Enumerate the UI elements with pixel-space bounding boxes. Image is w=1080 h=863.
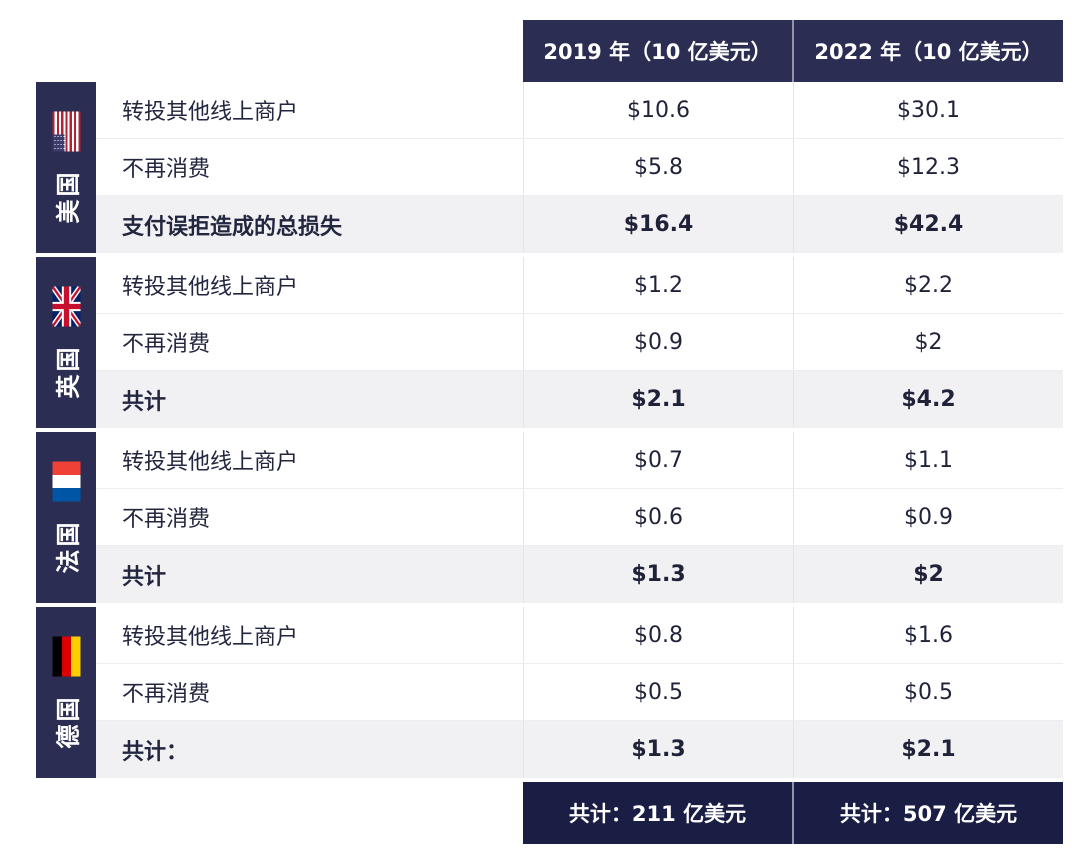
value-2019: $0.8 <box>523 607 793 663</box>
value-2022: $0.5 <box>793 664 1063 720</box>
row-label: 不再消费 <box>122 332 211 357</box>
section-rows: 转投其他线上商户 $0.7 $1.1 不再消费 $0.6 $0.9 共计 $1.… <box>96 432 1063 603</box>
section-germany: 德国 转投其他线上商户 $0.8 $1.6 不再消费 $0.5 $0.5 共计：… <box>36 607 1063 778</box>
row-label: 支付误拒造成的总损失 <box>122 214 343 240</box>
country-sidebar-content: 法国 <box>49 461 84 574</box>
country-sidebar-content: 英国 <box>49 286 84 399</box>
value-2022: $4.2 <box>793 371 1063 428</box>
row-label: 共计： <box>122 739 189 765</box>
value-2022: $2 <box>793 314 1063 370</box>
table-row: 转投其他线上商户 $0.7 $1.1 <box>96 432 1063 489</box>
value-2022: $1.6 <box>793 607 1063 663</box>
country-sidebar-us: 美国 <box>36 82 96 253</box>
us-flag-icon <box>52 111 80 152</box>
row-label: 不再消费 <box>122 507 211 532</box>
row-label: 不再消费 <box>122 157 211 182</box>
value-2022: $0.9 <box>793 489 1063 545</box>
table-row: 不再消费 $0.5 $0.5 <box>96 664 1063 721</box>
value-2019: $0.7 <box>523 432 793 488</box>
germany-flag-icon <box>52 636 80 677</box>
country-name-germany: 德国 <box>54 694 83 749</box>
value-2019: $1.3 <box>523 721 793 778</box>
table-header: 2019 年（10 亿美元） 2022 年（10 亿美元） <box>523 20 1063 82</box>
value-2022: $30.1 <box>793 82 1063 138</box>
table-row-total: 共计： $1.3 $2.1 <box>96 721 1063 778</box>
value-2022: $12.3 <box>793 139 1063 195</box>
header-divider <box>792 20 794 82</box>
value-2022: $42.4 <box>793 196 1063 253</box>
row-label: 转投其他线上商户 <box>122 275 299 300</box>
country-name-uk: 英国 <box>54 344 83 399</box>
table-row: 不再消费 $0.6 $0.9 <box>96 489 1063 546</box>
country-name-france: 法国 <box>54 519 83 574</box>
row-label: 共计 <box>122 564 167 590</box>
row-label: 转投其他线上商户 <box>122 625 299 650</box>
table-row: 不再消费 $5.8 $12.3 <box>96 139 1063 196</box>
value-2022: $1.1 <box>793 432 1063 488</box>
value-2019: $0.6 <box>523 489 793 545</box>
row-label: 转投其他线上商户 <box>122 450 299 475</box>
us-flag-canton <box>52 134 64 152</box>
table-footer: 共计：211 亿美元 共计：507 亿美元 <box>523 782 1063 844</box>
value-2022: $2.2 <box>793 257 1063 313</box>
value-2022: $2.1 <box>793 721 1063 778</box>
section-france: 法国 转投其他线上商户 $0.7 $1.1 不再消费 $0.6 $0.9 共计 … <box>36 432 1063 603</box>
grand-total-2019: 共计：211 亿美元 <box>568 802 747 826</box>
country-sidebar-content: 德国 <box>49 636 84 749</box>
value-2019: $16.4 <box>523 196 793 253</box>
row-label: 不再消费 <box>122 682 211 707</box>
table-row: 转投其他线上商户 $1.2 $2.2 <box>96 257 1063 314</box>
header-col-2019: 2019 年（10 亿美元） <box>543 40 772 64</box>
section-us: 美国 转投其他线上商户 $10.6 $30.1 不再消费 $5.8 $12.3 … <box>36 82 1063 253</box>
country-sidebar-uk: 英国 <box>36 257 96 428</box>
losses-table: 2019 年（10 亿美元） 2022 年（10 亿美元） 美国 转投其他线上商… <box>36 20 1063 844</box>
section-rows: 转投其他线上商户 $0.8 $1.6 不再消费 $0.5 $0.5 共计： $1… <box>96 607 1063 778</box>
value-2019: $0.5 <box>523 664 793 720</box>
section-rows: 转投其他线上商户 $1.2 $2.2 不再消费 $0.9 $2 共计 $2.1 … <box>96 257 1063 428</box>
table-row: 不再消费 $0.9 $2 <box>96 314 1063 371</box>
table-row-total: 支付误拒造成的总损失 $16.4 $42.4 <box>96 196 1063 253</box>
france-flag-icon <box>52 461 80 502</box>
value-2019: $1.2 <box>523 257 793 313</box>
value-2019: $0.9 <box>523 314 793 370</box>
table-row: 转投其他线上商户 $0.8 $1.6 <box>96 607 1063 664</box>
country-sidebar-germany: 德国 <box>36 607 96 778</box>
country-name-us: 美国 <box>54 169 83 224</box>
value-2022: $2 <box>793 546 1063 603</box>
row-label: 共计 <box>122 389 167 415</box>
table-row-total: 共计 $1.3 $2 <box>96 546 1063 603</box>
value-2019: $10.6 <box>523 82 793 138</box>
country-sidebar-content: 美国 <box>49 111 84 224</box>
uk-flag-icon <box>52 286 80 327</box>
value-2019: $2.1 <box>523 371 793 428</box>
footer-divider <box>792 782 794 844</box>
section-rows: 转投其他线上商户 $10.6 $30.1 不再消费 $5.8 $12.3 支付误… <box>96 82 1063 253</box>
table-row: 转投其他线上商户 $10.6 $30.1 <box>96 82 1063 139</box>
table-row-total: 共计 $2.1 $4.2 <box>96 371 1063 428</box>
country-sidebar-france: 法国 <box>36 432 96 603</box>
header-col-2022: 2022 年（10 亿美元） <box>814 40 1043 64</box>
value-2019: $1.3 <box>523 546 793 603</box>
row-label: 转投其他线上商户 <box>122 100 299 125</box>
grand-total-2022: 共计：507 亿美元 <box>839 802 1018 826</box>
value-2019: $5.8 <box>523 139 793 195</box>
section-uk: 英国 转投其他线上商户 $1.2 $2.2 不再消 <box>36 257 1063 428</box>
